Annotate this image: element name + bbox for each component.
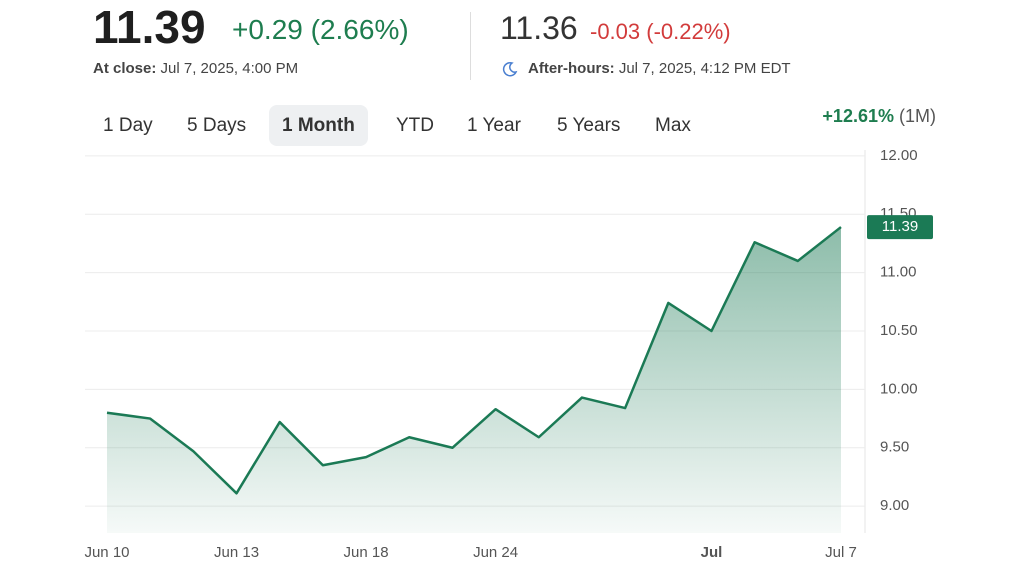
price-line xyxy=(106,226,842,495)
x-tick-label: Jul 7 xyxy=(825,544,857,561)
y-tick-label: 10.00 xyxy=(880,380,918,397)
range-tab[interactable]: 5 Years xyxy=(557,115,621,136)
last-price-tag xyxy=(867,215,933,240)
area xyxy=(107,227,841,533)
x-tick-label: Jul xyxy=(701,544,723,561)
x-tick-label: Jun 10 xyxy=(84,544,129,561)
divider xyxy=(470,12,471,80)
y-tick-label: 10.50 xyxy=(880,322,918,339)
range-tab[interactable]: 1 Year xyxy=(467,115,521,136)
range-tab[interactable]: 1 Month xyxy=(269,105,368,146)
price: 11.39 xyxy=(93,1,206,53)
range-tab[interactable]: YTD xyxy=(396,115,434,136)
after-price: 11.36 xyxy=(500,10,578,46)
range-tab[interactable]: 5 Days xyxy=(187,115,247,136)
moon-icon xyxy=(502,61,518,77)
range-tab[interactable]: 1 Day xyxy=(103,115,153,136)
x-tick-label: Jun 13 xyxy=(214,544,259,561)
x-tick-label: Jun 24 xyxy=(473,544,518,561)
price-change: +0.29 (2.66%) xyxy=(232,14,409,45)
x-tick-label: Jun 18 xyxy=(344,544,389,561)
perf-change: +12.61% xyxy=(822,106,894,126)
y-tick-label: 9.50 xyxy=(880,439,909,456)
after-time: Jul 7, 2025, 4:12 PM EDT xyxy=(618,60,791,77)
y-tick-label: 9.00 xyxy=(880,497,909,514)
close-time: Jul 7, 2025, 4:00 PM xyxy=(160,60,299,77)
after-label: After-hours: xyxy=(528,60,615,77)
y-tick-label: 11.00 xyxy=(880,264,916,281)
last-price-label: 11.39 xyxy=(882,218,918,235)
y-tick-label: 12.00 xyxy=(880,147,918,164)
range-tab[interactable]: Max xyxy=(655,115,691,136)
perf-period: (1M) xyxy=(899,106,936,126)
close-label: At close: xyxy=(93,60,157,77)
after-change: -0.03 (-0.22%) xyxy=(590,19,731,44)
